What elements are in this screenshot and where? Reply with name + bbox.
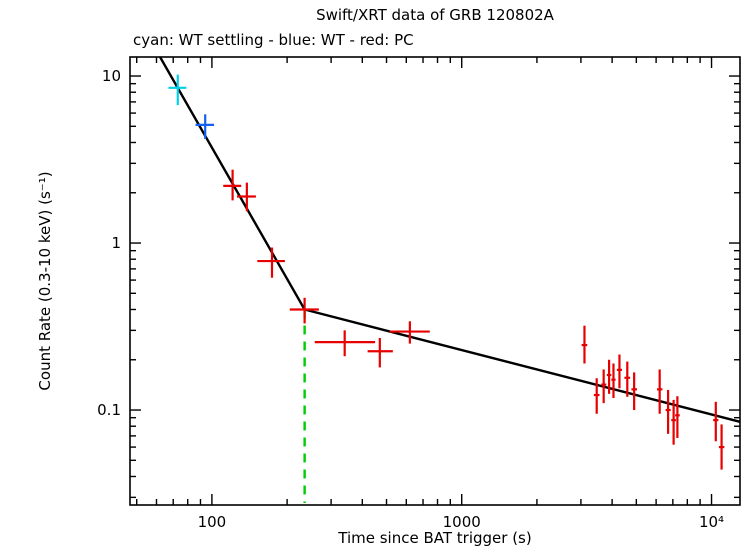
series-wt: [195, 114, 215, 139]
series-wt-settling: [168, 74, 187, 106]
x-tick-label: 100: [198, 513, 227, 531]
x-tick-label: 1000: [443, 513, 481, 531]
fit-line: [159, 56, 741, 423]
axis-ticks: [130, 57, 740, 505]
y-tick-label: 1: [111, 234, 121, 252]
data-point: [314, 330, 376, 357]
data-point: [289, 297, 319, 324]
data-point: [389, 321, 430, 344]
x-axis-label: Time since BAT trigger (s): [338, 529, 532, 547]
plot-frame: [129, 56, 741, 506]
data-point: [168, 74, 187, 106]
data-point: [236, 182, 256, 212]
data-point: [257, 247, 285, 278]
data-point: [367, 337, 393, 368]
data-point: [581, 325, 588, 364]
data-point: [606, 359, 612, 394]
data-point: [657, 369, 663, 414]
data-point: [195, 114, 215, 139]
x-tick-label: 10⁴: [699, 513, 724, 531]
y-tick-label: 0.1: [97, 401, 121, 419]
data-point: [616, 354, 622, 389]
data-point: [675, 396, 680, 439]
data-point: [718, 424, 725, 470]
data-point: [223, 169, 242, 201]
data-point: [593, 378, 600, 414]
chart-title: Swift/XRT data of GRB 120802A: [316, 6, 554, 24]
data-point: [671, 399, 676, 445]
data-point: [713, 401, 719, 442]
y-tick-label: 10: [102, 67, 121, 85]
data-point: [631, 372, 637, 411]
data-point: [665, 389, 671, 434]
y-axis-label: Count Rate (0.3-10 keV) (s⁻¹): [36, 171, 54, 391]
data-point: [601, 369, 607, 404]
chart-subtitle: cyan: WT settling - blue: WT - red: PC: [133, 31, 414, 49]
tick-labels: 100 1000 10⁴ 0.1 1 10: [97, 67, 724, 531]
data-point: [611, 363, 616, 399]
data-point: [624, 361, 631, 397]
series-pc: [223, 169, 725, 470]
